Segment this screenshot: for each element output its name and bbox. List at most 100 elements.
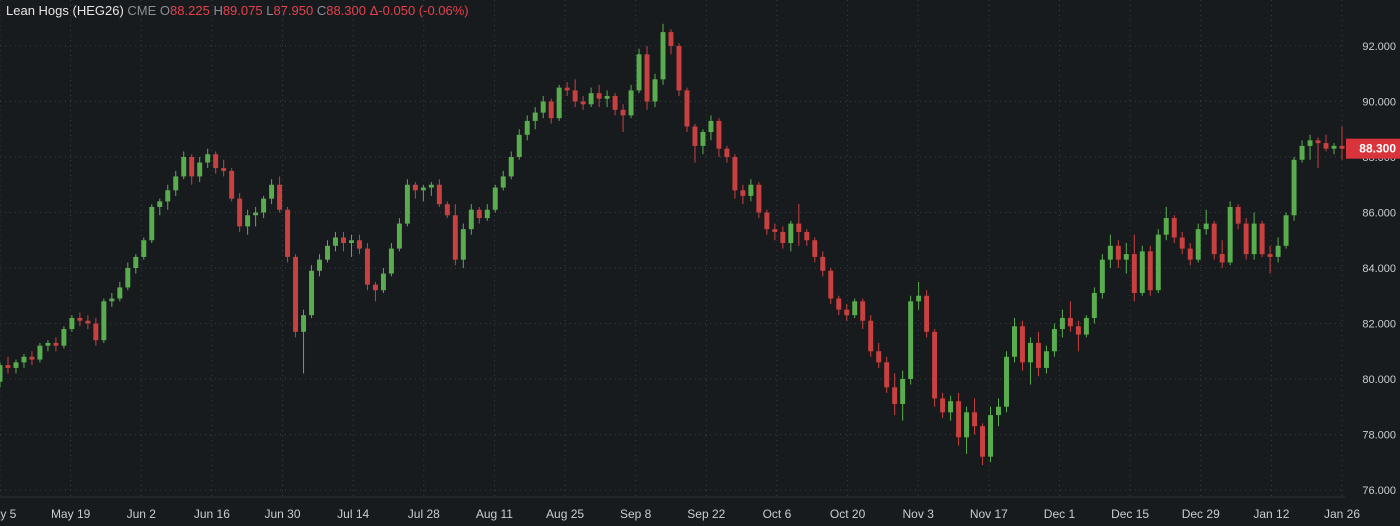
- candle[interactable]: [173, 170, 179, 196]
- candle[interactable]: [277, 176, 283, 213]
- candle[interactable]: [253, 206, 259, 227]
- candle[interactable]: [53, 337, 59, 352]
- candle[interactable]: [916, 281, 922, 310]
- candle[interactable]: [325, 240, 330, 263]
- candle[interactable]: [596, 84, 602, 108]
- candle[interactable]: [724, 145, 730, 163]
- candle[interactable]: [620, 104, 626, 133]
- candle[interactable]: [237, 193, 243, 232]
- candle[interactable]: [1251, 212, 1257, 260]
- candle[interactable]: [1323, 134, 1329, 152]
- candle[interactable]: [1147, 245, 1153, 296]
- candle[interactable]: [868, 315, 874, 357]
- candle[interactable]: [932, 329, 938, 407]
- candle[interactable]: [748, 179, 754, 202]
- candle[interactable]: [109, 292, 115, 307]
- candle[interactable]: [612, 93, 618, 116]
- candle[interactable]: [85, 315, 91, 330]
- candle[interactable]: [996, 398, 1001, 427]
- candle[interactable]: [181, 151, 187, 180]
- candle[interactable]: [101, 298, 107, 343]
- candle[interactable]: [460, 223, 466, 268]
- candle[interactable]: [1307, 134, 1313, 160]
- candle[interactable]: [556, 84, 562, 121]
- candle[interactable]: [444, 201, 450, 219]
- candle[interactable]: [13, 359, 19, 374]
- candle[interactable]: [1051, 323, 1057, 357]
- candle[interactable]: [772, 223, 778, 241]
- candle[interactable]: [197, 157, 203, 182]
- candle[interactable]: [572, 79, 578, 108]
- candle[interactable]: [852, 298, 858, 318]
- candle[interactable]: [788, 220, 794, 252]
- candle[interactable]: [964, 406, 970, 454]
- candle[interactable]: [700, 129, 706, 155]
- candle[interactable]: [420, 184, 426, 202]
- candle[interactable]: [476, 206, 482, 224]
- candle[interactable]: [125, 262, 131, 291]
- candle[interactable]: [1075, 320, 1081, 352]
- candle[interactable]: [1211, 220, 1217, 260]
- candle[interactable]: [1235, 204, 1241, 230]
- candle[interactable]: [1027, 337, 1033, 385]
- candle[interactable]: [732, 154, 738, 199]
- candle[interactable]: [548, 98, 554, 124]
- candle[interactable]: [516, 129, 522, 160]
- candle[interactable]: [1291, 157, 1297, 221]
- candle[interactable]: [1139, 245, 1145, 296]
- candle[interactable]: [692, 123, 698, 163]
- candle[interactable]: [380, 268, 386, 293]
- candle[interactable]: [676, 43, 682, 96]
- candle[interactable]: [1195, 223, 1201, 263]
- candle[interactable]: [708, 115, 714, 141]
- candle[interactable]: [1012, 317, 1017, 363]
- candle[interactable]: [532, 107, 538, 130]
- candle[interactable]: [1259, 220, 1265, 257]
- candle[interactable]: [1131, 234, 1137, 302]
- candle[interactable]: [796, 204, 802, 246]
- candle[interactable]: [1339, 126, 1345, 160]
- candle[interactable]: [604, 90, 610, 108]
- candle[interactable]: [940, 392, 946, 418]
- candle[interactable]: [924, 290, 930, 338]
- candle[interactable]: [804, 229, 810, 246]
- candle[interactable]: [245, 209, 251, 235]
- candle[interactable]: [45, 340, 51, 352]
- candle[interactable]: [588, 87, 594, 108]
- candle[interactable]: [189, 154, 195, 185]
- candle[interactable]: [261, 195, 267, 219]
- candle[interactable]: [1043, 345, 1049, 374]
- candle[interactable]: [1331, 143, 1337, 155]
- candle[interactable]: [500, 170, 506, 191]
- candle[interactable]: [628, 84, 634, 119]
- candle[interactable]: [524, 115, 530, 141]
- candle[interactable]: [93, 317, 99, 346]
- candle[interactable]: [1171, 215, 1177, 244]
- candle[interactable]: [828, 268, 834, 305]
- candle[interactable]: [1163, 206, 1169, 241]
- candle[interactable]: [149, 204, 155, 244]
- candle[interactable]: [1091, 287, 1097, 324]
- candle[interactable]: [908, 295, 914, 385]
- candle[interactable]: [484, 204, 490, 221]
- candle[interactable]: [652, 73, 658, 108]
- candle[interactable]: [1283, 212, 1289, 249]
- candle[interactable]: [317, 254, 323, 277]
- candle[interactable]: [5, 356, 11, 374]
- candle[interactable]: [1275, 237, 1281, 263]
- candle[interactable]: [756, 181, 762, 219]
- candle[interactable]: [1067, 301, 1073, 332]
- candle[interactable]: [764, 209, 770, 235]
- candle[interactable]: [740, 184, 746, 205]
- candle[interactable]: [1267, 245, 1273, 274]
- candle[interactable]: [900, 370, 906, 421]
- candle[interactable]: [1179, 231, 1185, 255]
- candle[interactable]: [716, 118, 722, 157]
- candle[interactable]: [668, 29, 674, 55]
- candle[interactable]: [820, 251, 826, 277]
- candle[interactable]: [269, 179, 275, 205]
- candle[interactable]: [972, 398, 978, 435]
- candle[interactable]: [1155, 229, 1161, 293]
- candle[interactable]: [412, 181, 418, 199]
